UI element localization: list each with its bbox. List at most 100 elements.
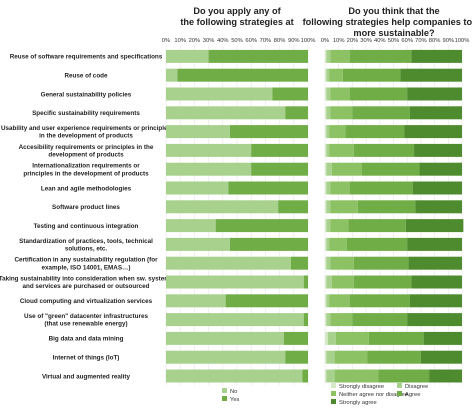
legend-swatch [397,383,402,388]
bar-segment-no [166,125,230,139]
bar-segment-neither-agree-nor-disagree [329,237,347,251]
x-tick-label: 20% [347,38,359,44]
right-chart-x-axis: 0% 10% 20% 30% 40% 50% 60% 70% 80% 90% 100% [321,38,469,386]
category-label: Lean and agile methodologies [41,185,132,192]
x-tick-label: 30% [360,38,372,44]
x-tick-label: 50% [231,38,243,44]
category-label-line: and services are purchased or outsourced [22,283,149,290]
legend-swatch [331,391,336,396]
x-tick-label: 90% [442,38,454,44]
category-label: Virtual and augmented reality [42,373,131,380]
x-tick-label: 40% [374,38,386,44]
legend-label: No [230,389,237,395]
bar-segment-agree [352,313,408,327]
bar-segment-no [166,200,279,214]
bar-segment-agree [378,369,430,383]
x-tick-label: 40% [217,38,229,44]
bar-segment-yes [285,350,308,364]
bar-segment-yes [229,125,308,139]
legend-label: Yes [230,397,240,403]
category-label: Internet of things (IoT) [53,355,120,362]
bar-segment-no [166,162,252,176]
bar-segment-no [166,68,178,82]
bar-segment-agree [342,68,401,82]
category-label-line: development of products [48,152,124,159]
bar-segment-strongly-agree [405,219,464,233]
chart-title-line: Do you apply any of [193,6,281,16]
bar-segment-strongly-disagree [325,219,327,233]
category-labels: Reuse of software requirements and speci… [0,54,174,381]
chart-title-line: more sustainable? [353,28,435,38]
x-tick-label: 60% [401,38,413,44]
bar-segment-no [166,106,286,120]
bar-segment-disagree [326,275,332,289]
legend-swatch [222,396,227,401]
chart-title-text: Do you think that the following strategie… [303,6,474,38]
bar-segment-no [166,275,304,289]
bar-segment-agree [348,219,406,233]
bar-segment-agree [345,125,405,139]
bar-segment-disagree [326,237,330,251]
bar-segment-neither-agree-nor-disagree [329,294,350,308]
x-tick-label: 70% [415,38,427,44]
bar-segment-disagree [326,143,330,157]
legend-swatch [331,383,336,388]
category-label: Reuse of software requirements and speci… [10,54,163,61]
legend-swatch [331,399,336,404]
bar-segment-yes [283,331,308,345]
category-label: Testing and continuous integration [34,223,139,230]
x-tick-label: 20% [189,38,201,44]
category-label-line: Certification in any sustainability regu… [14,257,158,264]
bar-segment-no [166,331,284,345]
bar-segment-neither-agree-nor-disagree [329,143,354,157]
x-tick-label: 80% [429,38,441,44]
legend-label: Disagree [405,384,428,390]
bar-segment-disagree [326,162,332,176]
category-label: Software product lines [52,204,120,211]
x-tick-label: 30% [203,38,215,44]
category-label-line: Use of "green" datacenter infrastructure… [24,313,148,320]
bar-segment-agree [367,350,421,364]
bar-segment-strongly-agree [419,162,462,176]
bar-segment-agree [353,256,409,270]
x-tick-label: 90% [288,38,300,44]
category-label-line: (that use renewable energy) [44,321,127,328]
bar-segment-neither-agree-nor-disagree [331,275,354,289]
bar-segment-strongly-disagree [325,106,327,120]
x-tick-label: 0% [162,38,170,44]
right-chart-legend: Strongly disagree Disagree Neither agree n… [331,383,428,406]
bar-segment-strongly-agree [409,106,462,120]
category-label: Accesibility requirements or principles … [19,144,154,159]
bar-segment-no [166,237,230,251]
x-tick-label: 50% [388,38,400,44]
bar-segment-yes [228,181,308,195]
category-label-line: Internet of things (IoT) [53,355,120,362]
bar-segment-strongly-disagree [325,143,327,157]
category-label: Use of "green" datacenter infrastructure… [24,313,148,328]
bar-segment-yes [177,68,308,82]
bar-segment-strongly-agree [408,256,462,270]
bar-segment-yes [225,294,308,308]
bar-segment-strongly-disagree [325,331,328,345]
bar-segment-disagree [326,68,330,82]
bar-segment-strongly-agree [407,237,462,251]
x-tick-label: 10% [174,38,186,44]
bar-segment-neither-agree-nor-disagree [330,181,350,195]
bar-segment-neither-agree-nor-disagree [334,369,379,383]
bar-segment-strongly-agree [423,331,462,345]
category-label: Cloud computing and virtualization servi… [20,298,153,305]
x-tick-label: 80% [274,38,286,44]
bar-segment-strongly-disagree [325,369,327,383]
bar-segment-agree [349,87,408,101]
category-label-line: Lean and agile methodologies [41,185,132,192]
category-label-line: Specific sustainability requirements [32,110,140,117]
category-label-line: Cloud computing and virtualization servi… [20,298,153,305]
bar-segment-yes [303,313,308,327]
x-tick-label: 10% [333,38,345,44]
bar-segment-agree [361,162,420,176]
legend-label: Strongly disagree [339,384,384,390]
bar-segment-neither-agree-nor-disagree [330,49,350,63]
bar-segment-neither-agree-nor-disagree [329,125,346,139]
bar-segment-disagree [326,49,331,63]
